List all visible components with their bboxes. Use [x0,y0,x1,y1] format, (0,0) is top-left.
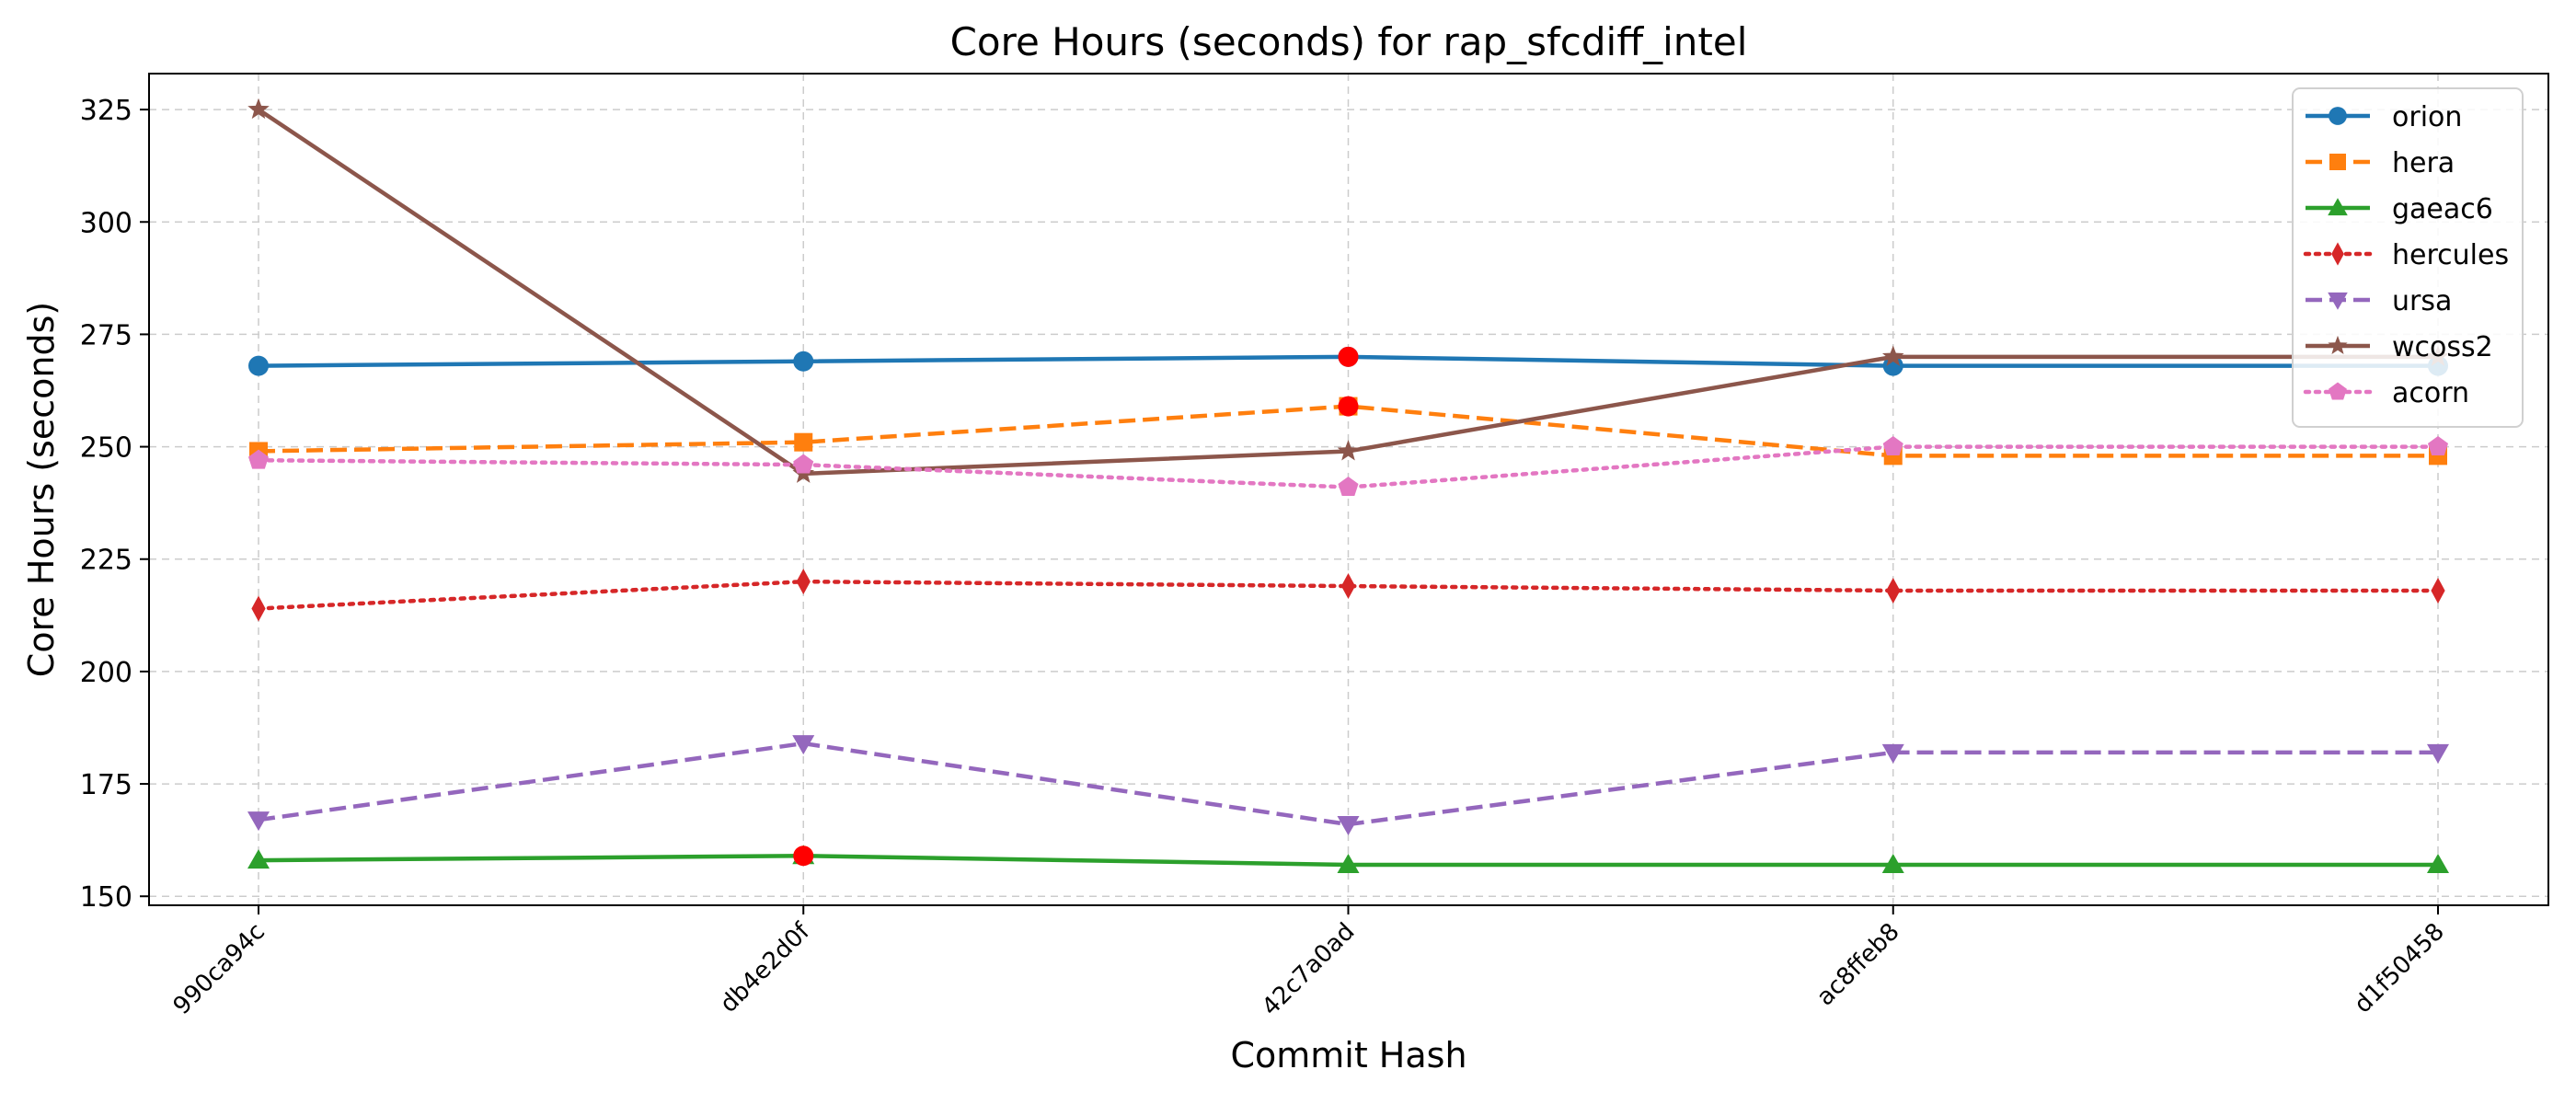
y-axis-ticks: 150 175 200 225 250 275 300 325 [80,95,149,914]
legend-entry-acorn: acorn [2303,377,2469,409]
data-point-wcoss2 [1337,440,1360,461]
highlight-layer [793,346,1359,867]
series-ursa [247,735,2449,836]
legend-marker [2328,198,2348,216]
data-point-acorn [793,454,814,474]
highlight-point-gaeac6 [793,845,814,867]
data-point-hercules [1886,577,1901,604]
y-tick-label: 150 [80,881,132,914]
data-point-acorn [247,449,270,469]
y-axis-label: Core Hours (seconds) [21,302,62,677]
legend-label: hera [2392,147,2455,179]
legend-label: gaeac6 [2392,193,2493,225]
y-tick-label: 300 [80,207,132,239]
legend-label: ursa [2392,285,2452,317]
data-point-acorn [1338,476,1359,496]
legend-marker [2329,107,2347,125]
legend-entry-gaeac6: gaeac6 [2306,193,2493,225]
legend-label: orion [2392,101,2462,133]
data-point-gaeac6 [247,849,270,869]
y-tick-label: 250 [80,432,132,465]
legend-entry-wcoss2: wcoss2 [2306,331,2493,363]
legend-marker [2329,154,2346,170]
data-point-acorn [2427,435,2449,455]
data-point-gaeac6 [1881,854,1904,874]
legend-label: wcoss2 [2392,331,2493,363]
data-point-ursa [1337,816,1360,836]
highlight-point-hera [1338,396,1359,417]
legend-marker [2328,335,2348,355]
legend-marker [2331,242,2344,266]
legend-entry-orion: orion [2306,101,2462,133]
legend: orion hera gaeac6 hercules ursa wcoss2 acorn [2292,87,2524,428]
y-tick-label: 275 [80,319,132,351]
y-tick-label: 325 [80,95,132,127]
x-axis-label: Commit Hash [1230,1035,1466,1075]
data-point-gaeac6 [2427,854,2449,874]
data-point-gaeac6 [1337,854,1360,874]
series-hercules [251,569,2445,622]
data-point-hercules [1340,573,1356,600]
data-point-acorn [1882,435,1903,455]
highlight-point-orion [1338,346,1359,367]
data-point-hercules [2431,577,2445,604]
legend-marker [2329,382,2347,400]
series-acorn [247,435,2449,496]
data-point-ursa [2427,743,2449,764]
legend-entry-hera: hera [2306,147,2455,179]
data-point-wcoss2 [247,98,270,120]
data-point-ursa [247,811,270,832]
legend-marker [2328,292,2348,310]
series-line-acorn [256,444,2441,489]
data-point-orion [248,355,269,376]
legend-label: acorn [2392,377,2469,409]
legend-box [2292,87,2524,428]
data-point-hercules [796,569,811,595]
legend-entry-hercules: hercules [2303,239,2509,271]
legend-label: hercules [2392,239,2509,271]
y-tick-label: 200 [80,657,132,689]
legend-entry-ursa: ursa [2306,285,2452,317]
data-point-wcoss2 [1881,345,1904,366]
y-tick-label: 225 [80,545,132,577]
data-point-orion [793,351,814,372]
y-tick-label: 175 [80,769,132,801]
chart-title: Core Hours (seconds) for rap_sfcdiff_int… [950,19,1748,64]
data-point-hercules [251,595,266,622]
data-point-ursa [1881,743,1904,764]
series-line-hercules [256,579,2441,611]
data-point-hera [794,432,813,452]
data-point-ursa [792,735,815,755]
